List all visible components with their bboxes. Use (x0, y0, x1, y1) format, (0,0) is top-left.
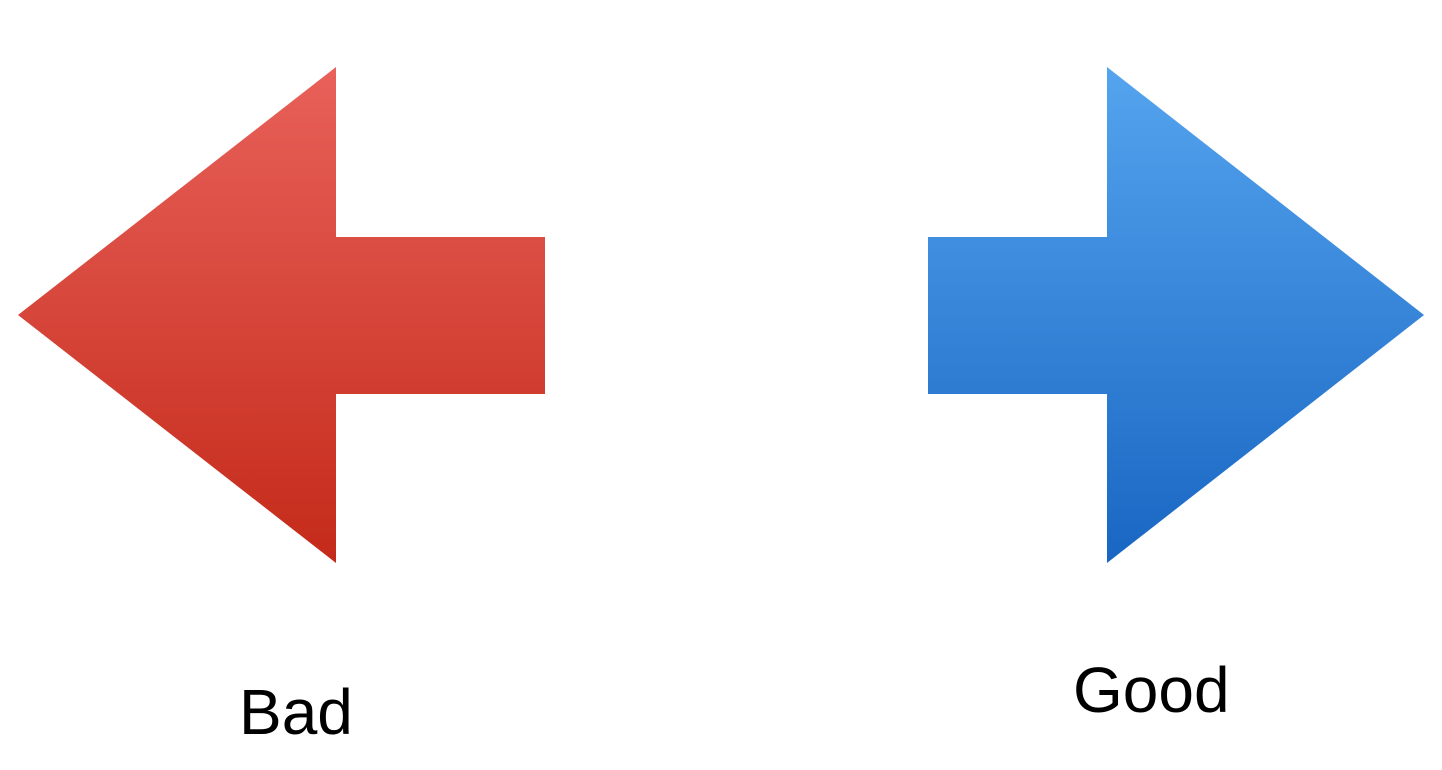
bad-label: Bad (239, 676, 353, 748)
good-label: Good (1073, 654, 1230, 726)
right-arrow-icon (928, 67, 1424, 563)
left-arrow-icon (18, 67, 545, 563)
